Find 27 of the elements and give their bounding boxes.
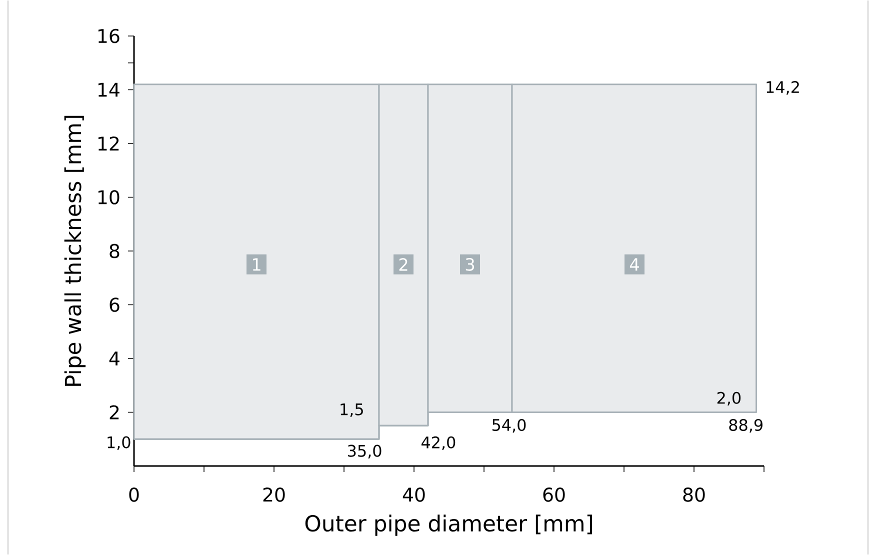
annotation: 3 — [466, 258, 474, 271]
y-tick-label: 8 — [110, 244, 120, 258]
annotation: 35,0 — [348, 444, 382, 458]
annotation: 2,0 — [717, 392, 741, 406]
y-tick-label: 4 — [109, 352, 120, 366]
annotation: 88,9 — [729, 418, 762, 433]
annotation: 14,2 — [766, 81, 799, 95]
annotation: 1 — [252, 258, 260, 271]
y-tick-label: 14 — [98, 82, 120, 97]
annotation: 2 — [399, 258, 408, 271]
y-tick-label: 10 — [98, 190, 120, 204]
annotation: 54,0 — [492, 418, 526, 433]
x-tick-label: 60 — [543, 488, 565, 502]
annotation: 1,0 — [108, 436, 130, 450]
annotation: 4 — [630, 258, 639, 271]
y-tick-label: 2 — [110, 405, 119, 420]
x-tick-label: 80 — [683, 488, 705, 502]
x-axis-title: Outer pipe diameter [mm] — [305, 514, 592, 536]
y-axis-title: Pipe wall thickness [mm] — [64, 116, 86, 386]
y-tick-label: 16 — [98, 28, 120, 44]
annotation: 1,5 — [340, 403, 363, 417]
y-tick-label: 6 — [110, 298, 120, 312]
x-tick-label: 40 — [402, 488, 425, 502]
annotation: 42,0 — [421, 436, 456, 450]
x-tick-label: 0 — [129, 488, 139, 502]
y-tick-label: 12 — [98, 136, 119, 151]
x-tick-label: 20 — [263, 488, 285, 502]
